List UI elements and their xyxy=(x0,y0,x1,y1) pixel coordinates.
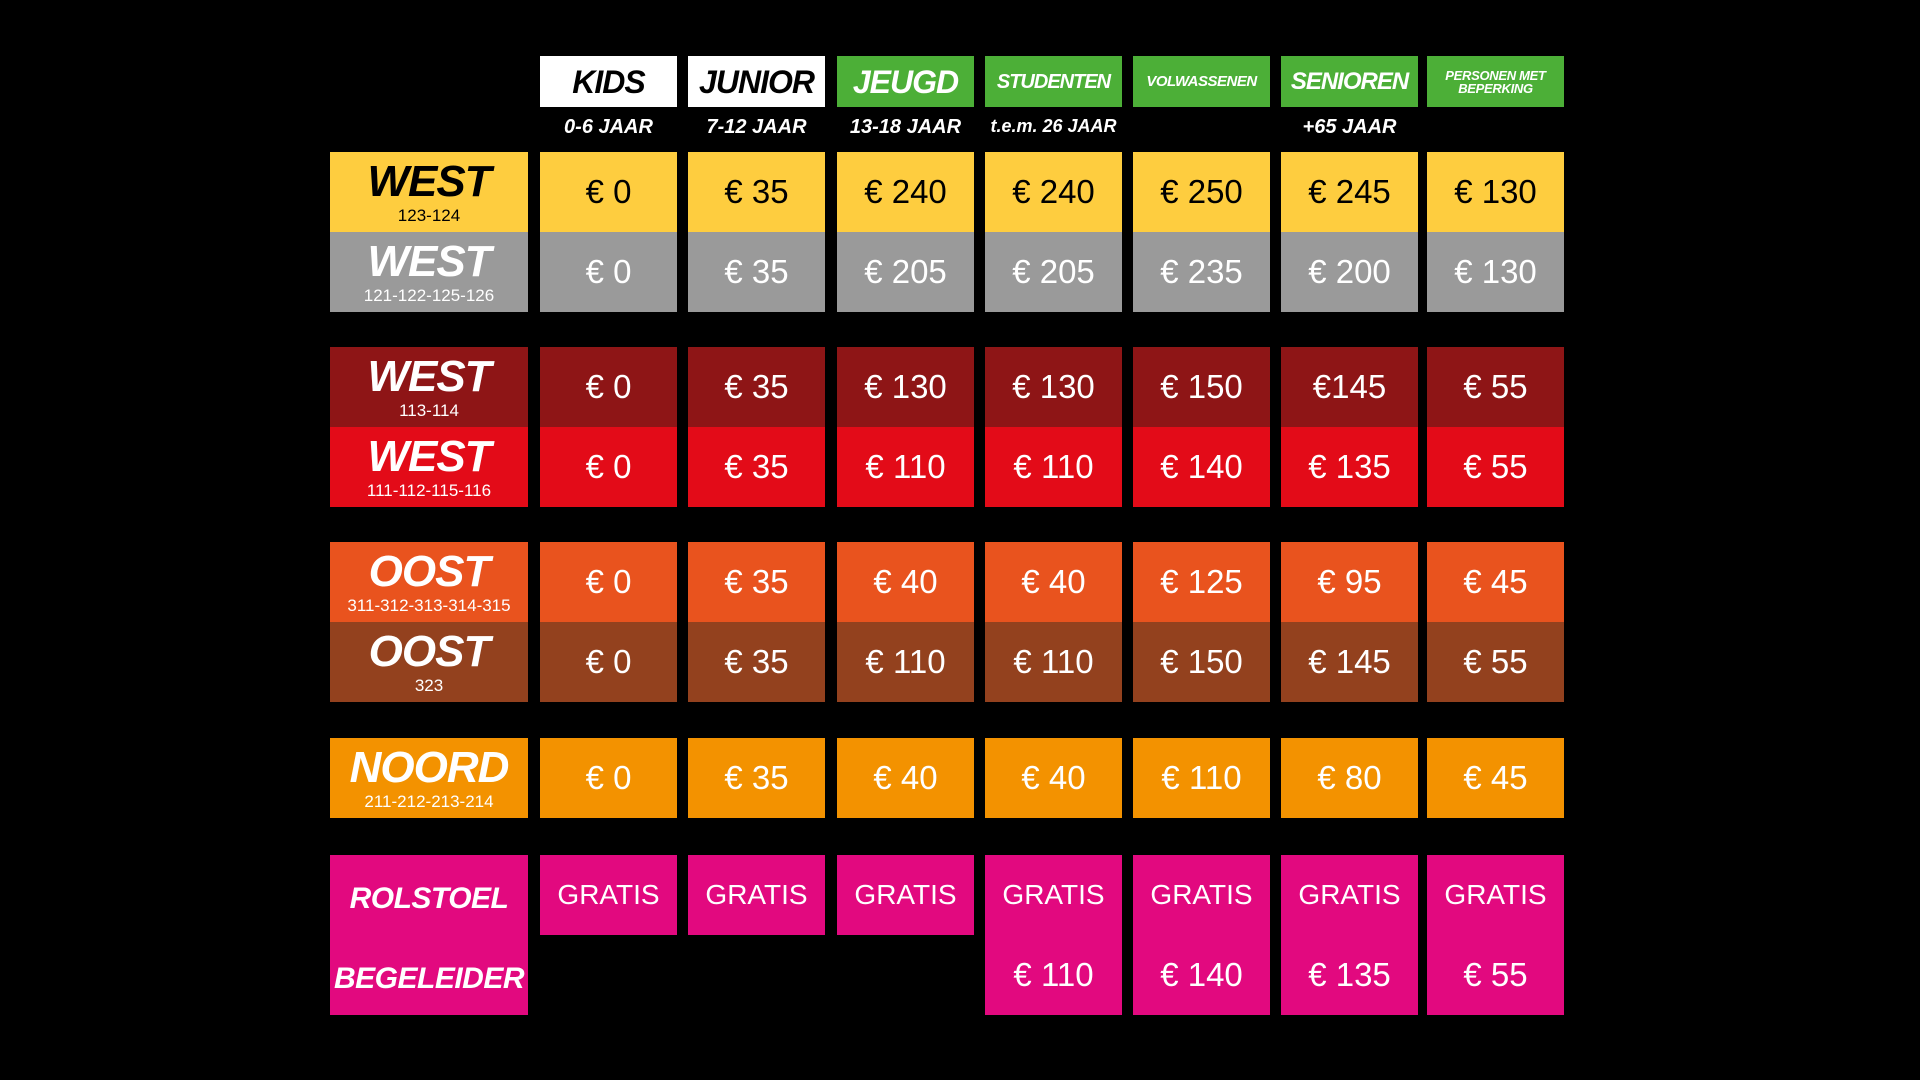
header-personen-met-beperking: PERSONEN MET BEPERKING xyxy=(1427,56,1564,107)
age-studenten: t.e.m. 26 JAAR xyxy=(990,116,1117,136)
price-cell: € 130 xyxy=(1427,152,1564,232)
price-cell: € 130 xyxy=(837,347,974,427)
zone-sections: 111-112-115-116 xyxy=(366,481,492,500)
age-jeugd: 13-18 JAAR xyxy=(849,116,962,138)
price-cell: € 205 xyxy=(837,232,974,312)
rolstoel-label: ROLSTOEL xyxy=(349,882,509,915)
begeleider-price-cell: € 140 xyxy=(1133,935,1270,1015)
price-cell: € 40 xyxy=(985,542,1122,622)
price-cell: € 235 xyxy=(1133,232,1270,312)
price-cell: € 35 xyxy=(688,152,825,232)
zone-name: OOST xyxy=(368,627,491,676)
zone-sections: 323 xyxy=(414,676,444,695)
zone-noord: NOORD 211-212-213-214 xyxy=(330,738,528,818)
rolstoel-price-cell: GRATIS xyxy=(985,855,1122,935)
price-cell: € 110 xyxy=(837,427,974,507)
zone-west-121-126: WEST 121-122-125-126 xyxy=(330,232,528,312)
price-cell: € 35 xyxy=(688,542,825,622)
price-cell: € 130 xyxy=(1427,232,1564,312)
price-cell: € 245 xyxy=(1281,152,1418,232)
price-cell: € 45 xyxy=(1427,738,1564,818)
zone-sections: 121-122-125-126 xyxy=(363,286,495,305)
price-cell: € 55 xyxy=(1427,622,1564,702)
price-cell: € 40 xyxy=(985,738,1122,818)
age-junior: 7-12 JAAR xyxy=(706,116,807,138)
price-cell: € 40 xyxy=(837,542,974,622)
price-cell: € 0 xyxy=(540,347,677,427)
zone-sections: 211-212-213-214 xyxy=(364,792,494,811)
price-cell: €145 xyxy=(1281,347,1418,427)
begeleider-price-cell: € 135 xyxy=(1281,935,1418,1015)
zone-name: WEST xyxy=(367,432,491,481)
price-cell: € 145 xyxy=(1281,622,1418,702)
begeleider-price-cell: € 110 xyxy=(985,935,1122,1015)
rolstoel-price-cell: GRATIS xyxy=(1133,855,1270,935)
price-cell: € 0 xyxy=(540,738,677,818)
price-cell: € 130 xyxy=(985,347,1122,427)
price-cell: € 125 xyxy=(1133,542,1270,622)
zone-west-111-116: WEST 111-112-115-116 xyxy=(330,427,528,507)
price-cell: € 150 xyxy=(1133,622,1270,702)
price-cell: € 35 xyxy=(688,738,825,818)
zone-sections: 311-312-313-314-315 xyxy=(347,596,511,615)
age-kids: 0-6 JAAR xyxy=(564,116,653,138)
price-cell: € 40 xyxy=(837,738,974,818)
zone-name: NOORD xyxy=(349,743,510,792)
rolstoel-begeleider-label-block xyxy=(330,855,528,1015)
age-senioren: +65 JAAR xyxy=(1302,116,1397,138)
price-cell: € 35 xyxy=(688,427,825,507)
price-cell: € 200 xyxy=(1281,232,1418,312)
price-cell: € 0 xyxy=(540,542,677,622)
zone-sections: 123-124 xyxy=(397,206,461,225)
price-cell: € 45 xyxy=(1427,542,1564,622)
begeleider-label: BEGELEIDER xyxy=(333,962,525,995)
price-cell: € 35 xyxy=(688,232,825,312)
price-cell: € 240 xyxy=(985,152,1122,232)
zone-west-113-114: WEST 113-114 xyxy=(330,347,528,427)
header-volwassenen: VOLWASSENEN xyxy=(1133,56,1270,107)
zone-sections: 113-114 xyxy=(399,401,459,420)
zone-west-123-124: WEST 123-124 xyxy=(330,152,528,232)
price-cell: € 140 xyxy=(1133,427,1270,507)
header-kids: KIDS xyxy=(540,56,677,107)
price-cell: € 250 xyxy=(1133,152,1270,232)
rolstoel-price-cell: GRATIS xyxy=(688,855,825,935)
zone-oost-323: OOST 323 xyxy=(330,622,528,702)
price-cell: € 35 xyxy=(688,347,825,427)
header-jeugd: JEUGD xyxy=(837,56,974,107)
price-cell: € 55 xyxy=(1427,427,1564,507)
price-cell: € 95 xyxy=(1281,542,1418,622)
header-senioren: SENIOREN xyxy=(1281,56,1418,107)
price-cell: € 205 xyxy=(985,232,1122,312)
zone-name: WEST xyxy=(367,157,491,206)
begeleider-price-cell: € 55 xyxy=(1427,935,1564,1015)
price-cell: € 0 xyxy=(540,232,677,312)
header-studenten: STUDENTEN xyxy=(985,56,1122,107)
zone-oost-311-315: OOST 311-312-313-314-315 xyxy=(330,542,528,622)
price-cell: € 0 xyxy=(540,427,677,507)
rolstoel-price-cell: GRATIS xyxy=(540,855,677,935)
price-cell: € 150 xyxy=(1133,347,1270,427)
price-cell: € 110 xyxy=(837,622,974,702)
header-junior: JUNIOR xyxy=(688,56,825,107)
zone-name: WEST xyxy=(367,352,491,401)
price-cell: € 35 xyxy=(688,622,825,702)
price-cell: € 110 xyxy=(985,427,1122,507)
price-cell: € 110 xyxy=(985,622,1122,702)
zone-name: WEST xyxy=(367,237,491,286)
zone-name: OOST xyxy=(368,547,491,596)
price-cell: € 55 xyxy=(1427,347,1564,427)
price-cell: € 240 xyxy=(837,152,974,232)
price-cell: € 0 xyxy=(540,152,677,232)
price-cell: € 135 xyxy=(1281,427,1418,507)
rolstoel-price-cell: GRATIS xyxy=(1281,855,1418,935)
price-cell: € 80 xyxy=(1281,738,1418,818)
rolstoel-price-cell: GRATIS xyxy=(837,855,974,935)
rolstoel-price-cell: GRATIS xyxy=(1427,855,1564,935)
price-cell: € 0 xyxy=(540,622,677,702)
price-cell: € 110 xyxy=(1133,738,1270,818)
